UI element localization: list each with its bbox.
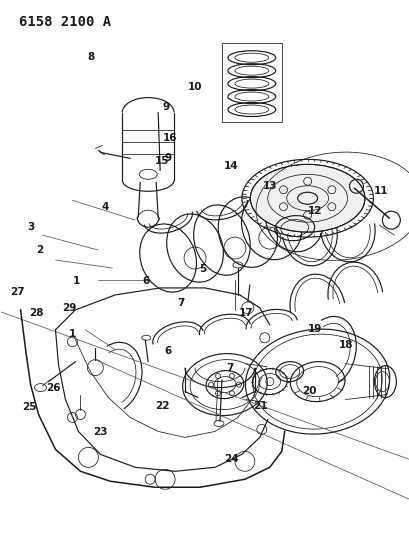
- Text: 19: 19: [308, 324, 322, 334]
- Text: 2: 2: [36, 245, 43, 254]
- Text: 6: 6: [164, 346, 171, 357]
- Text: 17: 17: [238, 308, 252, 318]
- Text: 8: 8: [87, 52, 94, 62]
- Text: 15: 15: [155, 156, 169, 166]
- Text: 10: 10: [187, 82, 202, 92]
- Text: 11: 11: [373, 186, 387, 196]
- Text: 7: 7: [225, 364, 233, 374]
- Text: 1: 1: [72, 277, 80, 286]
- Text: 1: 1: [68, 329, 76, 340]
- Text: 28: 28: [29, 308, 44, 318]
- Ellipse shape: [250, 164, 364, 232]
- Text: 29: 29: [62, 303, 76, 313]
- Text: 13: 13: [263, 181, 277, 191]
- Text: 9: 9: [164, 152, 171, 163]
- Text: 21: 21: [252, 401, 267, 410]
- Text: 3: 3: [28, 222, 35, 232]
- Text: 4: 4: [101, 202, 108, 212]
- Text: 22: 22: [155, 401, 169, 410]
- Text: 24: 24: [224, 454, 238, 464]
- Text: 7: 7: [176, 297, 184, 308]
- Text: 20: 20: [301, 386, 316, 397]
- Text: 6: 6: [142, 277, 149, 286]
- Text: 25: 25: [22, 402, 36, 412]
- Text: 12: 12: [307, 206, 322, 216]
- Text: 6158 2100 A: 6158 2100 A: [18, 15, 110, 29]
- Text: 26: 26: [47, 383, 61, 393]
- Text: 16: 16: [163, 133, 177, 143]
- Text: 18: 18: [338, 340, 353, 350]
- Text: 23: 23: [93, 427, 108, 437]
- Bar: [221, 43, 281, 123]
- Text: 5: 5: [199, 264, 206, 274]
- Text: 14: 14: [224, 160, 238, 171]
- Text: 27: 27: [11, 287, 25, 297]
- Text: 9: 9: [162, 102, 169, 112]
